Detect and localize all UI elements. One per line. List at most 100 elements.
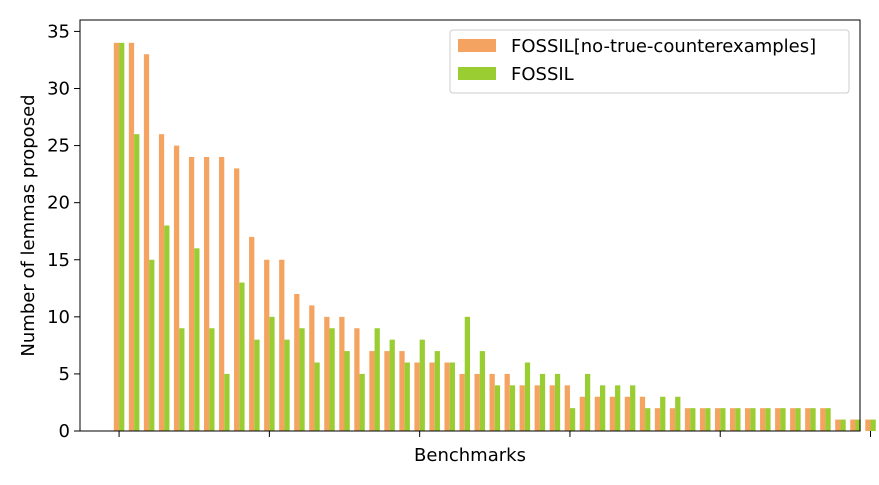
bar-series-0-47 — [820, 408, 826, 431]
bar-series-1-48 — [840, 419, 846, 431]
bar-series-1-8 — [239, 282, 245, 431]
y-tick-label: 5 — [59, 364, 70, 385]
y-tick-label: 15 — [47, 250, 70, 271]
bars-group — [113, 42, 876, 432]
bar-series-0-41 — [730, 408, 736, 431]
bar-series-1-6 — [209, 328, 215, 431]
bar-series-0-50 — [865, 419, 871, 431]
bar-series-1-50 — [870, 419, 876, 431]
bar-series-1-26 — [509, 385, 516, 431]
bar-series-1-35 — [645, 408, 651, 431]
bar-series-1-15 — [344, 351, 350, 431]
bar-series-0-45 — [790, 408, 796, 431]
bar-series-0-5 — [188, 157, 195, 431]
bar-series-0-8 — [234, 168, 240, 431]
bar-series-1-7 — [224, 373, 230, 431]
bar-series-0-19 — [399, 351, 405, 431]
bar-series-1-24 — [479, 351, 486, 431]
bar-series-0-30 — [564, 385, 570, 431]
bar-series-0-32 — [594, 396, 600, 431]
bar-series-0-22 — [444, 362, 450, 431]
bar-series-0-6 — [203, 157, 210, 431]
bar-series-1-12 — [299, 328, 305, 431]
bar-series-1-5 — [194, 248, 200, 431]
bar-series-0-18 — [384, 351, 390, 431]
bar-series-0-44 — [775, 408, 781, 431]
bar-series-1-37 — [675, 396, 681, 431]
bar-series-1-11 — [284, 339, 290, 431]
bar-series-1-4 — [179, 328, 185, 431]
y-tick-label: 30 — [47, 79, 70, 100]
bar-series-1-33 — [615, 385, 621, 431]
bar-series-0-40 — [714, 408, 721, 431]
bar-series-1-43 — [765, 408, 771, 431]
bar-series-0-1 — [128, 42, 135, 431]
bar-series-0-9 — [249, 236, 255, 431]
y-axis-label: Number of lemmas proposed — [18, 94, 39, 356]
bar-series-0-10 — [264, 259, 270, 431]
bar-series-1-38 — [690, 408, 696, 431]
bar-series-0-3 — [158, 134, 165, 431]
x-axis — [118, 431, 872, 437]
bar-series-0-42 — [745, 408, 751, 431]
bar-series-1-40 — [720, 408, 726, 431]
bar-series-0-25 — [489, 373, 495, 431]
x-axis-label: Benchmarks — [414, 445, 526, 466]
bar-series-0-36 — [654, 408, 661, 431]
bar-series-1-31 — [584, 373, 591, 431]
bar-series-0-49 — [850, 419, 856, 431]
bar-series-1-23 — [464, 316, 470, 431]
y-axis: 0 5 10 15 20 25 30 35 — [47, 21, 80, 442]
bar-series-0-33 — [609, 396, 616, 431]
bar-series-0-21 — [429, 362, 435, 431]
bar-series-0-15 — [339, 316, 345, 431]
bar-series-1-46 — [810, 408, 816, 431]
bar-series-1-36 — [660, 396, 666, 431]
bar-series-0-34 — [624, 396, 631, 431]
bar-series-0-14 — [324, 316, 330, 431]
bar-series-1-22 — [449, 362, 455, 431]
bar-series-1-13 — [314, 362, 320, 431]
y-tick-label: 25 — [47, 136, 70, 157]
bar-series-1-49 — [855, 419, 861, 431]
bar-series-0-2 — [143, 54, 150, 431]
bar-series-1-19 — [404, 362, 410, 431]
bar-series-1-18 — [389, 339, 395, 431]
bar-series-0-0 — [113, 42, 120, 431]
bar-series-1-44 — [780, 408, 786, 431]
y-tick-label: 0 — [59, 421, 70, 442]
bar-series-1-2 — [149, 259, 155, 431]
bar-series-1-9 — [254, 339, 260, 431]
bar-series-1-39 — [705, 408, 711, 431]
bar-series-1-32 — [600, 385, 606, 431]
bar-series-1-16 — [359, 373, 365, 431]
bar-series-1-30 — [569, 408, 576, 431]
legend-box — [449, 29, 850, 94]
bar-series-1-41 — [735, 408, 741, 431]
bar-series-0-48 — [835, 419, 841, 431]
bar-series-1-10 — [269, 316, 275, 431]
y-tick-label: 20 — [47, 193, 70, 214]
bar-series-0-20 — [414, 362, 420, 431]
bar-series-1-28 — [539, 373, 546, 431]
bar-series-1-20 — [419, 339, 425, 431]
bar-series-1-25 — [494, 385, 501, 431]
bar-series-0-4 — [173, 145, 180, 432]
bar-series-0-29 — [549, 385, 555, 431]
bar-series-1-47 — [825, 408, 831, 431]
bar-series-0-39 — [699, 408, 706, 431]
bar-series-0-27 — [519, 385, 525, 431]
bar-series-1-14 — [329, 328, 335, 431]
bar-series-0-13 — [309, 305, 315, 431]
y-tick-label: 10 — [47, 307, 70, 328]
bar-series-0-7 — [219, 157, 225, 431]
bar-series-0-43 — [760, 408, 766, 431]
legend-swatch-fossil — [458, 67, 496, 80]
bar-series-0-24 — [474, 373, 480, 431]
bar-series-0-17 — [369, 351, 375, 431]
bar-series-0-31 — [579, 396, 585, 431]
bar-series-0-11 — [279, 259, 285, 431]
bar-series-0-16 — [354, 328, 360, 431]
bar-series-0-46 — [805, 408, 811, 431]
